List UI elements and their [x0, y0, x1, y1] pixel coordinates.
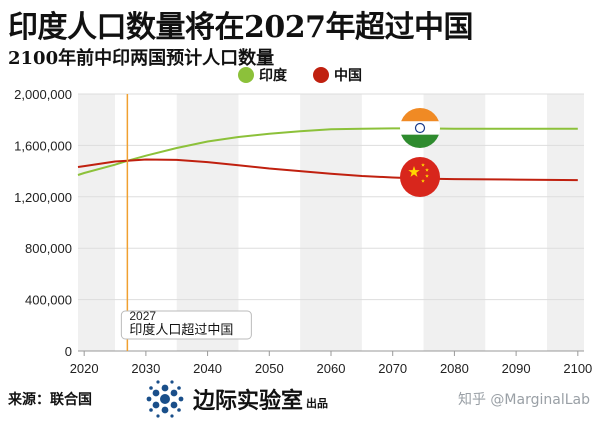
ashoka-chakra [414, 122, 426, 134]
chart-title: 印度人口数量将在2027年超过中国 [8, 10, 474, 45]
brand-name: 边际实验室 [193, 389, 304, 414]
brand-suffix: 出品 [306, 397, 329, 410]
decade-band [78, 94, 116, 351]
legend-swatch-china [313, 67, 329, 83]
y-tick-label: 1,600,000 [14, 138, 72, 153]
flag-star-large [408, 166, 420, 177]
x-tick-label: 2030 [131, 361, 160, 376]
x-tick-label: 2070 [378, 361, 407, 376]
legend-label-china: 中国 [334, 68, 362, 84]
flag-stripe-green [400, 134, 440, 148]
y-tick-label: 800,000 [25, 241, 72, 256]
brand-logo: 边际实验室 出品 [143, 377, 328, 421]
annotation-box [120, 310, 252, 340]
flag-star-small [425, 168, 429, 172]
flag-stripe-white [400, 121, 440, 135]
x-tick-label: 2080 [440, 361, 469, 376]
flag-star-small [421, 163, 425, 167]
annotation-year: 2027 [129, 309, 156, 323]
y-tick-label: 400,000 [25, 293, 72, 308]
decade-band [546, 94, 584, 351]
x-tick-label: 2040 [193, 361, 222, 376]
legend-item-china[interactable]: 中国 [313, 65, 362, 85]
y-tick-label: 1,200,000 [14, 190, 72, 205]
annotation-text: 印度人口超过中国 [129, 322, 233, 338]
watermark: 知乎 @MarginalLab [457, 392, 590, 408]
source-note: 来源：联合国 [8, 392, 92, 408]
x-tick-label: 2060 [317, 361, 346, 376]
legend-item-india[interactable]: 印度 [238, 65, 287, 85]
dot-sphere-logo-icon [146, 380, 184, 418]
y-tick-label: 2,000,000 [14, 87, 72, 102]
x-tick-label: 2090 [502, 361, 531, 376]
india-flag-icon [400, 108, 440, 148]
flag-star-small [421, 179, 425, 183]
chart-legend: 印度 中国 [0, 65, 600, 87]
y-tick-label: 0 [65, 344, 72, 359]
china-flag-icon [400, 157, 440, 197]
legend-swatch-india [238, 67, 254, 83]
chart-subtitle: 2100年前中印两国预计人口数量 [8, 48, 275, 69]
x-tick-label: 2050 [255, 361, 284, 376]
flag-star-small [425, 174, 429, 178]
x-tick-label: 2100 [563, 361, 592, 376]
decade-band [176, 94, 239, 351]
legend-label-india: 印度 [259, 68, 287, 84]
decade-band [300, 94, 362, 351]
flag-stripe-saffron [400, 108, 440, 122]
x-tick-label: 2020 [70, 361, 99, 376]
